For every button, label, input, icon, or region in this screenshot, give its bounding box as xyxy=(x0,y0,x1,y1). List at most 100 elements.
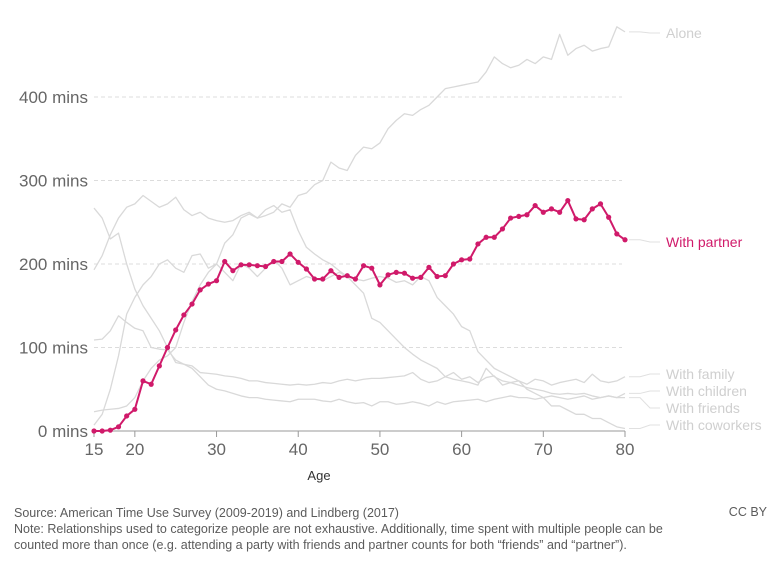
data-point-with-partner xyxy=(115,424,122,430)
data-point-with-partner xyxy=(565,197,571,204)
data-point-with-partner xyxy=(491,234,497,240)
data-point-with-partner xyxy=(442,273,448,279)
data-point-with-partner xyxy=(181,312,187,318)
data-point-with-partner xyxy=(532,202,538,209)
series-label-alone: Alone xyxy=(666,25,702,41)
data-point-with-partner xyxy=(189,301,195,307)
data-point-with-partner xyxy=(271,258,277,265)
data-point-with-partner xyxy=(597,201,604,207)
data-point-with-partner xyxy=(557,209,563,215)
series-line-alone xyxy=(93,26,626,271)
data-point-with-partner xyxy=(369,265,375,271)
data-point-with-partner xyxy=(279,258,285,265)
x-tick-label: 40 xyxy=(289,440,308,459)
data-point-with-partner xyxy=(548,206,555,212)
data-point-with-partner xyxy=(508,215,514,221)
data-point-with-partner xyxy=(107,427,113,433)
data-point-with-partner xyxy=(124,413,130,419)
data-point-with-partner xyxy=(524,212,530,218)
data-point-with-partner xyxy=(254,263,260,269)
data-point-with-partner xyxy=(238,262,244,268)
y-tick-label: 200 mins xyxy=(19,255,88,274)
data-point-with-partner xyxy=(377,282,383,288)
data-point-with-partner xyxy=(99,428,105,434)
data-point-with-partner xyxy=(418,274,424,280)
data-point-with-partner xyxy=(320,276,326,282)
x-tick-label: 20 xyxy=(125,440,144,459)
series-label-with-partner: With partner xyxy=(666,234,743,250)
data-point-with-partner xyxy=(295,259,301,265)
data-point-with-partner xyxy=(434,273,440,280)
data-point-with-partner xyxy=(173,327,179,333)
label-leader-alone xyxy=(629,31,660,34)
source-note: Source: American Time Use Survey (2009-2… xyxy=(14,506,399,520)
label-leader-with-partner xyxy=(629,239,660,243)
series-label-with-friends: With friends xyxy=(666,400,740,416)
x-tick-label: 70 xyxy=(534,440,553,459)
data-point-with-partner xyxy=(164,344,171,351)
data-point-with-partner xyxy=(287,251,293,257)
series-label-with-family: With family xyxy=(666,366,734,382)
x-tick-label: 50 xyxy=(370,440,389,459)
data-point-with-partner xyxy=(197,287,203,293)
data-point-with-partner xyxy=(606,214,612,220)
data-point-with-partner xyxy=(467,256,473,262)
data-point-with-partner xyxy=(246,262,252,268)
y-tick-label: 300 mins xyxy=(19,172,88,191)
footnote: Note: Relationships used to categorize p… xyxy=(14,522,663,552)
data-point-with-partner xyxy=(483,234,489,240)
data-point-with-partner xyxy=(140,378,146,384)
y-tick-label: 0 mins xyxy=(38,422,88,441)
data-point-with-partner xyxy=(156,363,162,369)
data-point-with-partner xyxy=(311,276,318,282)
data-point-with-partner xyxy=(589,206,595,212)
data-point-with-partner xyxy=(262,263,269,270)
data-point-with-partner xyxy=(222,258,228,265)
series-line-with-coworkers xyxy=(93,253,626,430)
data-point-with-partner xyxy=(393,269,399,275)
data-point-with-partner xyxy=(91,428,97,434)
data-point-with-partner xyxy=(328,268,334,274)
data-point-with-partner xyxy=(426,264,432,270)
series-label-with-coworkers: With coworkers xyxy=(666,417,762,433)
license-link[interactable]: CC BY xyxy=(728,505,767,519)
x-tick-label: 80 xyxy=(616,440,635,459)
data-point-with-partner xyxy=(573,216,579,222)
data-point-with-partner xyxy=(614,231,620,237)
data-point-with-partner xyxy=(230,268,236,274)
data-point-with-partner xyxy=(475,241,481,247)
data-point-with-partner xyxy=(385,272,391,278)
series-line-with-children xyxy=(93,204,626,413)
label-leader-with-children xyxy=(629,390,660,394)
series-line-with-friends xyxy=(93,315,625,407)
data-point-with-partner xyxy=(516,213,522,220)
x-axis-title: Age xyxy=(307,468,330,483)
label-leader-with-coworkers xyxy=(629,424,660,429)
data-point-with-partner xyxy=(360,263,367,269)
data-point-with-partner xyxy=(499,226,506,232)
label-leader-with-family xyxy=(629,373,660,378)
label-leader-with-friends xyxy=(629,397,660,409)
data-point-with-partner xyxy=(148,381,154,387)
data-point-with-partner xyxy=(344,273,350,279)
series-label-with-children: With children xyxy=(666,383,747,399)
y-tick-label: 400 mins xyxy=(19,88,88,107)
data-point-with-partner xyxy=(213,278,220,284)
data-point-with-partner xyxy=(352,276,359,282)
x-tick-label: 30 xyxy=(207,440,226,459)
data-point-with-partner xyxy=(336,274,342,280)
data-point-with-partner xyxy=(459,257,465,263)
data-point-with-partner xyxy=(540,209,546,215)
data-point-with-partner xyxy=(410,275,416,281)
data-point-with-partner xyxy=(581,217,587,223)
x-tick-label: 15 xyxy=(85,440,104,459)
y-tick-label: 100 mins xyxy=(19,339,88,358)
data-point-with-partner xyxy=(205,281,211,287)
series-line-with-partner xyxy=(94,199,626,432)
data-point-with-partner xyxy=(303,266,309,272)
x-tick-label: 60 xyxy=(452,440,471,459)
data-point-with-partner xyxy=(401,270,408,276)
data-point-with-partner xyxy=(132,406,138,412)
data-point-with-partner xyxy=(622,237,628,243)
